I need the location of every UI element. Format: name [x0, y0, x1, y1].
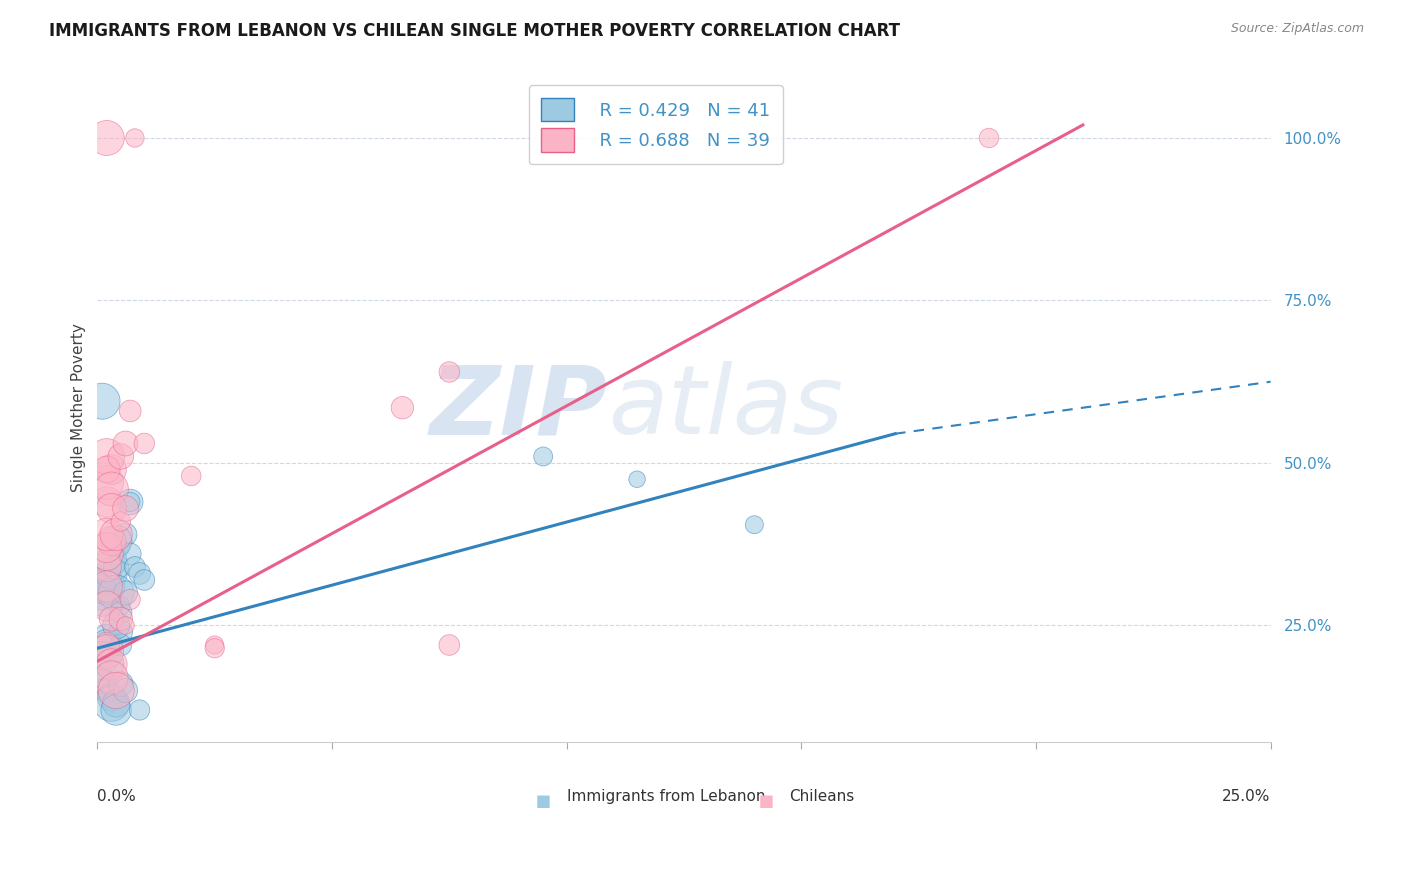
Point: [110, 541, 132, 555]
Text: Chileans: Chileans: [790, 789, 855, 805]
Point: [114, 618, 136, 632]
Point: [110, 638, 132, 652]
Point: [120, 592, 142, 607]
Point: [96, 632, 118, 646]
Point: [96, 599, 118, 613]
Point: [100, 482, 122, 496]
Point: [100, 566, 122, 581]
Point: [100, 697, 122, 711]
Point: [114, 683, 136, 698]
Point: [96, 462, 118, 476]
Point: [96, 644, 118, 658]
Point: [114, 527, 136, 541]
Point: [439, 638, 461, 652]
Point: [91, 677, 114, 691]
Point: [531, 450, 554, 464]
Point: [96, 638, 118, 652]
Point: [105, 703, 128, 717]
Point: [96, 450, 118, 464]
Point: [204, 641, 226, 656]
Point: [110, 624, 132, 639]
Point: [114, 436, 136, 450]
Point: [96, 579, 118, 593]
Point: [96, 638, 118, 652]
Y-axis label: Single Mother Poverty: Single Mother Poverty: [72, 323, 86, 492]
Point: [100, 657, 122, 672]
Point: [96, 495, 118, 509]
Point: [114, 586, 136, 600]
Point: [91, 394, 114, 409]
Point: [91, 651, 114, 665]
Point: [100, 553, 122, 567]
Point: [100, 533, 122, 548]
Point: [96, 573, 118, 587]
Point: [204, 638, 226, 652]
Point: [110, 450, 132, 464]
Point: [96, 560, 118, 574]
Point: [120, 547, 142, 561]
Point: [626, 472, 648, 486]
Point: [96, 547, 118, 561]
Point: [134, 573, 156, 587]
Point: [124, 560, 146, 574]
Point: [124, 131, 146, 145]
Point: [110, 606, 132, 620]
Point: [100, 501, 122, 516]
Point: [96, 131, 118, 145]
Point: [977, 131, 1000, 145]
Point: [110, 677, 132, 691]
Point: [120, 404, 142, 418]
Point: [96, 475, 118, 490]
Text: 25.0%: 25.0%: [1222, 789, 1271, 805]
Text: ▪: ▪: [758, 789, 775, 814]
Point: [105, 586, 128, 600]
Text: ▪: ▪: [534, 789, 551, 814]
Text: atlas: atlas: [607, 361, 842, 454]
Point: [128, 566, 150, 581]
Point: [105, 697, 128, 711]
Point: [96, 541, 118, 555]
Point: [134, 436, 156, 450]
Point: [96, 579, 118, 593]
Point: [391, 401, 413, 415]
Text: Immigrants from Lebanon: Immigrants from Lebanon: [567, 789, 765, 805]
Point: [96, 683, 118, 698]
Point: [100, 612, 122, 626]
Point: [180, 469, 202, 483]
Text: IMMIGRANTS FROM LEBANON VS CHILEAN SINGLE MOTHER POVERTY CORRELATION CHART: IMMIGRANTS FROM LEBANON VS CHILEAN SINGL…: [49, 22, 900, 40]
Point: [105, 560, 128, 574]
Point: [91, 592, 114, 607]
Point: [120, 495, 142, 509]
Text: ZIP: ZIP: [430, 361, 607, 454]
Point: [744, 517, 766, 532]
Point: [100, 671, 122, 685]
Point: [96, 527, 118, 541]
Point: [91, 586, 114, 600]
Point: [110, 599, 132, 613]
Point: [105, 527, 128, 541]
Point: [100, 690, 122, 704]
Point: [100, 462, 122, 476]
Point: [105, 618, 128, 632]
Legend:   R = 0.429   N = 41,   R = 0.688   N = 39: R = 0.429 N = 41, R = 0.688 N = 39: [529, 86, 783, 164]
Text: Source: ZipAtlas.com: Source: ZipAtlas.com: [1230, 22, 1364, 36]
Point: [91, 579, 114, 593]
Text: 0.0%: 0.0%: [97, 789, 136, 805]
Point: [105, 683, 128, 698]
Point: [114, 501, 136, 516]
Point: [110, 515, 132, 529]
Point: [110, 612, 132, 626]
Point: [105, 533, 128, 548]
Point: [128, 703, 150, 717]
Point: [439, 365, 461, 379]
Point: [120, 495, 142, 509]
Point: [96, 657, 118, 672]
